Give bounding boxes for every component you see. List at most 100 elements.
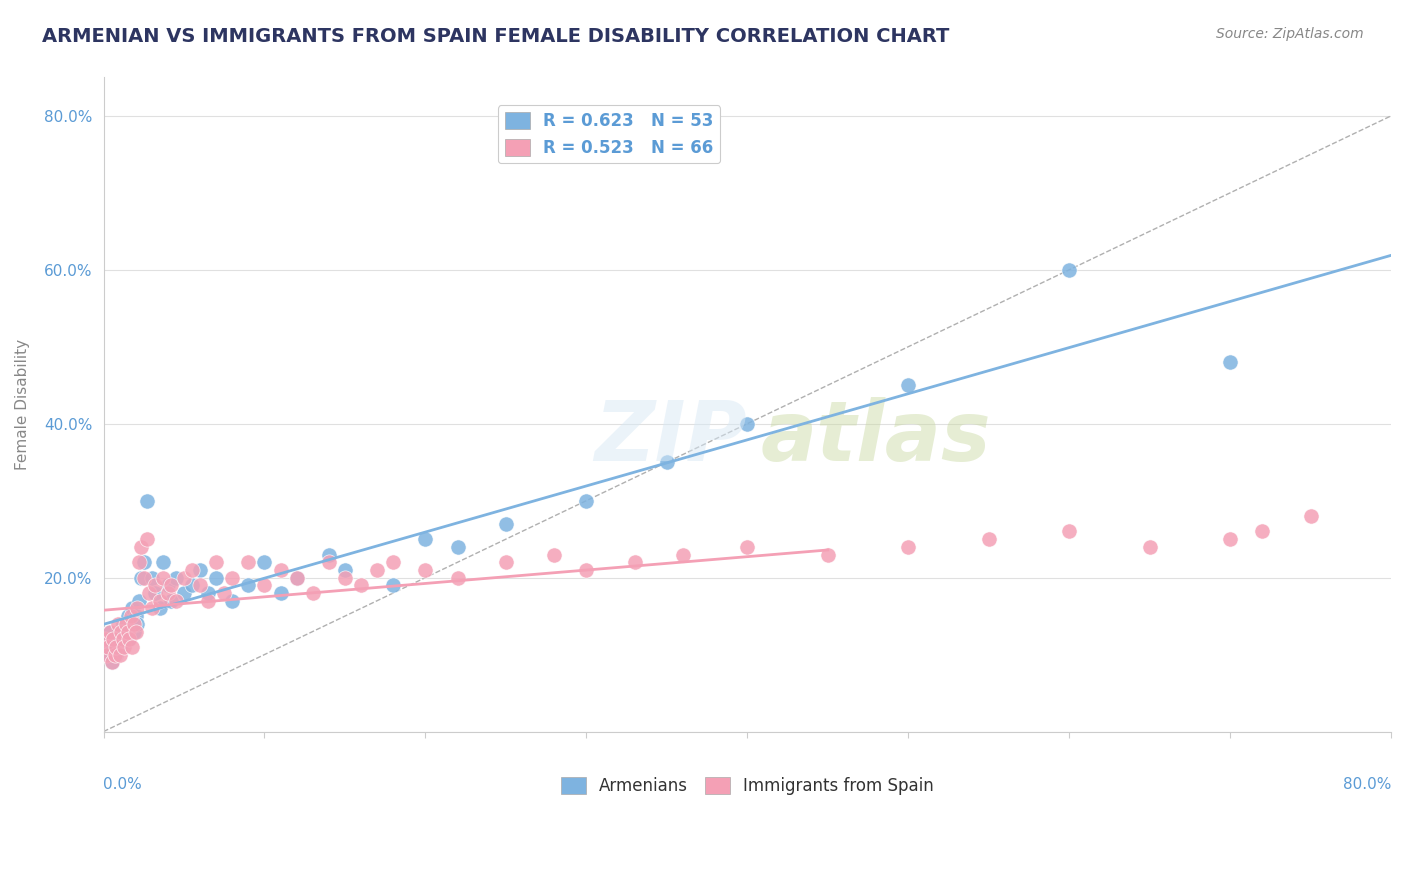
Point xyxy=(181,578,204,592)
Point xyxy=(94,632,117,647)
Point xyxy=(897,540,920,554)
Point xyxy=(977,532,1000,546)
Point xyxy=(173,571,195,585)
Point xyxy=(1057,524,1080,539)
Point xyxy=(160,593,183,607)
Point xyxy=(107,624,129,639)
Point xyxy=(125,624,148,639)
Point xyxy=(333,571,356,585)
Point xyxy=(270,563,292,577)
Point xyxy=(110,624,132,639)
Point xyxy=(111,632,134,647)
Legend: Armenians, Immigrants from Spain: Armenians, Immigrants from Spain xyxy=(554,770,941,802)
Point xyxy=(120,609,142,624)
Text: ARMENIAN VS IMMIGRANTS FROM SPAIN FEMALE DISABILITY CORRELATION CHART: ARMENIAN VS IMMIGRANTS FROM SPAIN FEMALE… xyxy=(42,27,949,45)
Point xyxy=(136,532,159,546)
Point xyxy=(132,571,155,585)
Point xyxy=(127,616,149,631)
Point xyxy=(97,640,120,654)
Point xyxy=(205,555,228,569)
Point xyxy=(160,578,183,592)
Text: 80.0%: 80.0% xyxy=(1343,777,1391,792)
Point xyxy=(104,648,127,662)
Point xyxy=(212,586,235,600)
Point xyxy=(575,563,598,577)
Point xyxy=(97,648,120,662)
Point xyxy=(495,516,517,531)
Point xyxy=(285,571,308,585)
Point xyxy=(104,632,127,647)
Point xyxy=(156,578,179,592)
Point xyxy=(301,586,323,600)
Point xyxy=(173,586,195,600)
Point xyxy=(108,640,131,654)
Point xyxy=(318,555,340,569)
Point xyxy=(270,586,292,600)
Point xyxy=(122,624,145,639)
Point xyxy=(221,593,243,607)
Text: Source: ZipAtlas.com: Source: ZipAtlas.com xyxy=(1216,27,1364,41)
Point xyxy=(152,555,174,569)
Point xyxy=(112,624,135,639)
Point xyxy=(1219,355,1241,369)
Point xyxy=(127,601,149,615)
Point xyxy=(366,563,388,577)
Point xyxy=(205,571,228,585)
Point xyxy=(108,648,131,662)
Point xyxy=(96,640,118,654)
Point xyxy=(165,593,187,607)
Point xyxy=(120,616,142,631)
Point xyxy=(735,540,758,554)
Point xyxy=(655,455,678,469)
Point xyxy=(122,616,145,631)
Point xyxy=(318,548,340,562)
Point xyxy=(111,616,134,631)
Point xyxy=(1251,524,1274,539)
Point xyxy=(128,593,150,607)
Point xyxy=(897,378,920,392)
Point xyxy=(415,532,437,546)
Point xyxy=(188,578,211,592)
Point xyxy=(446,571,468,585)
Point xyxy=(188,563,211,577)
Point xyxy=(117,609,139,624)
Point xyxy=(1219,532,1241,546)
Point xyxy=(333,563,356,577)
Point xyxy=(132,555,155,569)
Point xyxy=(112,640,135,654)
Point xyxy=(253,555,276,569)
Point xyxy=(1139,540,1161,554)
Point xyxy=(136,493,159,508)
Point xyxy=(350,578,373,592)
Point xyxy=(128,555,150,569)
Point xyxy=(98,624,121,639)
Point xyxy=(221,571,243,585)
Point xyxy=(446,540,468,554)
Point xyxy=(285,571,308,585)
Point xyxy=(100,655,122,669)
Point xyxy=(121,601,143,615)
Point xyxy=(197,586,219,600)
Point xyxy=(149,593,172,607)
Text: 0.0%: 0.0% xyxy=(104,777,142,792)
Point xyxy=(238,578,260,592)
Point xyxy=(253,578,276,592)
Point xyxy=(129,571,152,585)
Point xyxy=(107,616,129,631)
Text: ZIP: ZIP xyxy=(593,397,747,478)
Point xyxy=(152,571,174,585)
Point xyxy=(141,601,163,615)
Point xyxy=(575,493,598,508)
Point xyxy=(101,640,124,654)
Point xyxy=(101,632,124,647)
Point xyxy=(382,578,405,592)
Point xyxy=(543,548,565,562)
Point xyxy=(238,555,260,569)
Point xyxy=(129,540,152,554)
Point xyxy=(98,624,121,639)
Point xyxy=(108,632,131,647)
Point xyxy=(115,616,138,631)
Point xyxy=(141,571,163,585)
Point xyxy=(105,640,128,654)
Point xyxy=(1057,262,1080,277)
